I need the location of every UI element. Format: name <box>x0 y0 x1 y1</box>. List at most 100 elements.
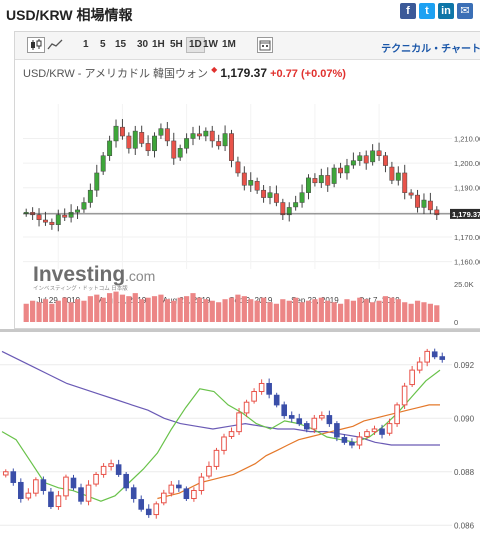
volume-bar <box>171 300 177 322</box>
facebook-icon[interactable]: f <box>400 3 416 19</box>
calendar-icon[interactable] <box>257 37 273 53</box>
candle <box>176 484 182 489</box>
candle <box>273 394 280 406</box>
linkedin-icon[interactable]: in <box>438 3 454 19</box>
volume-bar <box>331 302 337 322</box>
candle <box>431 351 438 358</box>
candle <box>132 130 138 149</box>
timeframe-30[interactable]: 30 <box>137 39 149 50</box>
twitter-icon[interactable]: t <box>419 3 435 19</box>
candlestick-icon[interactable] <box>27 37 45 53</box>
candle <box>145 508 152 516</box>
candle <box>209 130 215 142</box>
candle <box>394 404 400 425</box>
volume-bar <box>132 293 138 322</box>
volume-bar <box>260 297 267 322</box>
volume-bar <box>370 302 376 322</box>
candle <box>62 214 68 218</box>
candle <box>113 125 119 142</box>
line-chart-icon[interactable] <box>47 38 63 52</box>
email-icon[interactable]: ✉ <box>457 3 473 19</box>
timeframe-1m[interactable]: 1M <box>222 39 236 50</box>
candle <box>33 479 39 494</box>
candle <box>379 428 385 435</box>
timeframe-1w[interactable]: 1W <box>203 39 218 50</box>
candle <box>75 209 80 213</box>
page-title: USD/KRW 相場情報 <box>6 7 133 23</box>
volume-bar <box>389 297 395 322</box>
price-chart[interactable]: 1,160.001,170.001,180.001,190.001,200.00… <box>15 84 480 328</box>
candle <box>427 200 433 211</box>
candle <box>334 423 340 438</box>
candle <box>235 161 241 174</box>
candle <box>341 437 348 443</box>
candle <box>191 489 197 500</box>
candle <box>401 385 408 406</box>
watermark-sub: インベスティング・ドットコム 日本版 <box>33 284 128 292</box>
candle <box>107 140 113 156</box>
candle <box>25 492 32 499</box>
candle <box>49 221 55 225</box>
volume-bar <box>363 299 369 322</box>
volume-bar <box>113 291 119 322</box>
candle <box>221 436 227 451</box>
timeframe-1h[interactable]: 1H <box>152 39 165 50</box>
candle <box>266 382 272 395</box>
candle <box>153 503 160 516</box>
title-bar: USD/KRW 相場情報 f t in ✉ <box>0 0 480 28</box>
timeframe-1[interactable]: 1 <box>83 39 89 50</box>
volume-bar <box>273 303 280 322</box>
candle <box>303 423 310 430</box>
candle <box>389 166 395 181</box>
candle <box>299 192 305 203</box>
volume-bar <box>241 296 247 322</box>
volume-bar <box>216 302 222 322</box>
candle <box>213 449 220 467</box>
volume-bar <box>248 299 254 322</box>
volume-bar <box>318 297 324 322</box>
candle <box>370 150 376 163</box>
candle <box>206 465 212 477</box>
volume-bar <box>235 294 241 322</box>
volume-bar <box>145 297 151 322</box>
candle <box>395 172 401 181</box>
candle <box>222 133 228 147</box>
candle <box>119 126 125 137</box>
secondary-chart[interactable]: 0.086 0.088 0.090 0.092 <box>0 332 480 549</box>
candle <box>386 423 393 434</box>
candle <box>434 209 440 216</box>
timeframe-15[interactable]: 15 <box>115 39 127 50</box>
candle <box>164 128 170 142</box>
quote-line: USD/KRW - アメリカドル 韓国ウォン ◆ 1,179.37 +0.77 … <box>23 65 346 81</box>
volume-bar <box>350 300 356 322</box>
volume-bar <box>139 299 145 322</box>
candle <box>177 148 183 158</box>
candle <box>243 401 250 414</box>
timeframe-5[interactable]: 5 <box>100 39 106 50</box>
y-tick-label: 1,190.00 <box>454 184 480 193</box>
moving-average-line <box>157 404 440 500</box>
candle <box>421 199 427 208</box>
volume-bar <box>68 302 74 322</box>
candle <box>63 476 69 497</box>
volume-bar <box>228 297 235 322</box>
candle <box>251 391 257 402</box>
candle <box>273 193 279 203</box>
volume-bar <box>74 299 81 322</box>
candle <box>312 178 318 184</box>
candle <box>228 431 235 437</box>
candle <box>363 155 369 164</box>
candle <box>311 417 318 430</box>
volume-bar <box>312 299 318 322</box>
volume-bar <box>177 297 183 322</box>
volume-bar <box>357 297 363 322</box>
candle <box>293 202 299 208</box>
candle <box>70 477 77 489</box>
timeframe-1d[interactable]: 1D <box>186 37 205 53</box>
candle <box>280 202 286 216</box>
candle <box>338 167 344 174</box>
timeframe-5h[interactable]: 5H <box>170 39 183 50</box>
technical-chart-link[interactable]: テクニカル・チャート <box>381 44 480 55</box>
candle <box>267 192 273 198</box>
volume-bar <box>94 294 100 322</box>
